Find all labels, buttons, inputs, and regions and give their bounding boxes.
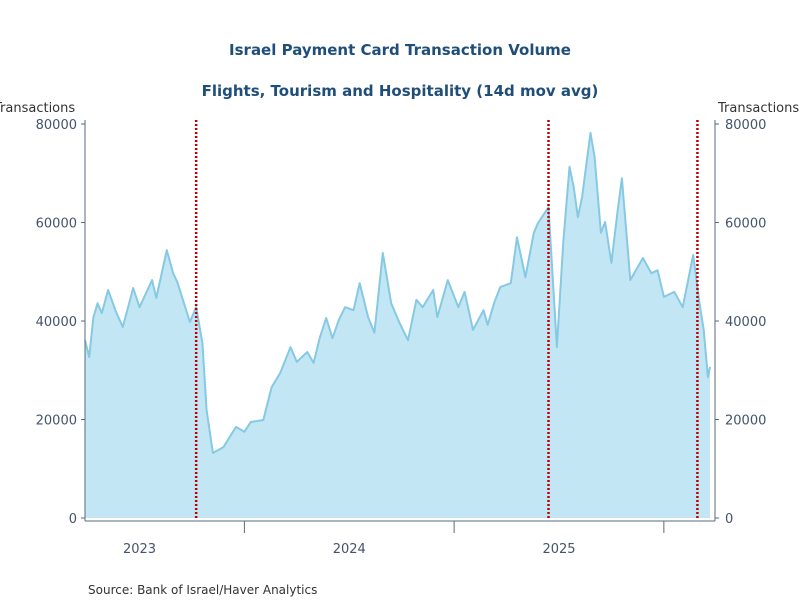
y-tick-label-right: 20000 xyxy=(725,414,766,429)
plot-area xyxy=(84,120,711,518)
chart-subtitle: Flights, Tourism and Hospitality (14d mo… xyxy=(202,82,599,100)
y-tick-label-right: 80000 xyxy=(725,118,766,133)
x-tick-label: 2025 xyxy=(542,542,575,557)
y-axis-label-right: Transactions xyxy=(717,101,799,116)
x-tick-label: 2024 xyxy=(333,542,366,557)
x-tick-label: 2023 xyxy=(123,542,156,557)
y-tick-label-right: 40000 xyxy=(725,315,766,330)
y-tick-label-right: 0 xyxy=(725,512,733,527)
y-tick-label-left: 20000 xyxy=(36,414,77,429)
series-area xyxy=(85,132,710,518)
y-axis-label-left: Transactions xyxy=(0,101,75,116)
axes: 0 0 20000 20000 40000 40000 60000 60000 80000 800… xyxy=(36,118,767,557)
y-tick-label-left: 80000 xyxy=(36,118,77,133)
series-line xyxy=(84,131,711,454)
source-note: Source: Bank of Israel/Haver Analytics xyxy=(88,583,317,597)
y-tick-label-right: 60000 xyxy=(725,217,766,232)
y-tick-label-left: 40000 xyxy=(36,315,77,330)
y-tick-label-left: 0 xyxy=(69,512,77,527)
y-tick-label-left: 60000 xyxy=(36,217,77,232)
chart-title: Israel Payment Card Transaction Volume xyxy=(229,41,571,59)
